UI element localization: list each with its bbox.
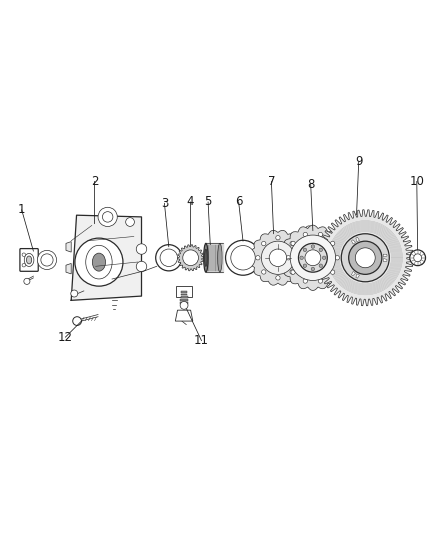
Circle shape bbox=[22, 253, 25, 256]
Circle shape bbox=[286, 256, 290, 260]
Circle shape bbox=[303, 264, 307, 268]
Circle shape bbox=[303, 232, 307, 237]
Circle shape bbox=[22, 263, 25, 267]
Circle shape bbox=[305, 250, 321, 265]
Polygon shape bbox=[251, 230, 305, 285]
Polygon shape bbox=[356, 237, 360, 241]
Circle shape bbox=[256, 256, 260, 260]
Polygon shape bbox=[383, 259, 387, 261]
Polygon shape bbox=[176, 286, 192, 297]
Circle shape bbox=[290, 235, 336, 280]
Polygon shape bbox=[180, 302, 188, 304]
Circle shape bbox=[311, 267, 314, 271]
Circle shape bbox=[269, 249, 287, 266]
Polygon shape bbox=[206, 244, 223, 272]
Ellipse shape bbox=[204, 244, 208, 272]
Circle shape bbox=[261, 270, 266, 274]
Circle shape bbox=[231, 246, 255, 270]
Polygon shape bbox=[71, 215, 141, 300]
Circle shape bbox=[322, 256, 326, 260]
Circle shape bbox=[290, 241, 294, 246]
Circle shape bbox=[319, 264, 322, 268]
Ellipse shape bbox=[86, 245, 112, 279]
Polygon shape bbox=[383, 254, 387, 257]
Circle shape bbox=[261, 241, 266, 246]
Circle shape bbox=[349, 241, 382, 274]
Ellipse shape bbox=[92, 253, 106, 271]
Circle shape bbox=[330, 270, 335, 274]
Polygon shape bbox=[281, 225, 345, 290]
Circle shape bbox=[276, 236, 280, 240]
Circle shape bbox=[318, 279, 323, 283]
Circle shape bbox=[296, 256, 300, 260]
Circle shape bbox=[300, 256, 304, 260]
Polygon shape bbox=[180, 296, 187, 298]
Text: 8: 8 bbox=[307, 178, 314, 191]
Ellipse shape bbox=[218, 244, 222, 272]
Circle shape bbox=[303, 279, 307, 283]
Polygon shape bbox=[351, 271, 356, 276]
Ellipse shape bbox=[26, 256, 32, 264]
Ellipse shape bbox=[24, 253, 34, 266]
Circle shape bbox=[136, 244, 147, 254]
Circle shape bbox=[318, 232, 323, 237]
Polygon shape bbox=[181, 291, 187, 293]
Circle shape bbox=[298, 244, 327, 272]
Circle shape bbox=[75, 238, 123, 286]
Circle shape bbox=[98, 207, 117, 227]
Circle shape bbox=[261, 241, 294, 274]
Circle shape bbox=[126, 217, 134, 227]
Circle shape bbox=[71, 290, 78, 297]
Polygon shape bbox=[317, 210, 413, 306]
Circle shape bbox=[291, 241, 295, 246]
Circle shape bbox=[73, 317, 81, 326]
Circle shape bbox=[305, 226, 312, 233]
Circle shape bbox=[24, 278, 30, 285]
Circle shape bbox=[335, 256, 339, 260]
Circle shape bbox=[276, 276, 280, 280]
Text: 9: 9 bbox=[355, 155, 363, 168]
Polygon shape bbox=[351, 240, 356, 244]
Text: 11: 11 bbox=[194, 334, 209, 347]
Circle shape bbox=[355, 248, 375, 268]
Circle shape bbox=[291, 270, 295, 274]
Text: 2: 2 bbox=[91, 175, 98, 188]
Text: 5: 5 bbox=[205, 196, 212, 208]
Polygon shape bbox=[180, 299, 188, 301]
Circle shape bbox=[155, 245, 182, 271]
Polygon shape bbox=[66, 241, 71, 252]
Circle shape bbox=[136, 261, 147, 272]
Circle shape bbox=[414, 254, 422, 262]
Text: 10: 10 bbox=[410, 175, 424, 188]
Circle shape bbox=[102, 212, 113, 222]
Circle shape bbox=[341, 234, 389, 282]
Polygon shape bbox=[177, 245, 204, 271]
Circle shape bbox=[290, 270, 294, 274]
Circle shape bbox=[410, 250, 426, 265]
Circle shape bbox=[330, 241, 335, 246]
Text: 6: 6 bbox=[235, 196, 242, 208]
Polygon shape bbox=[175, 310, 193, 321]
Circle shape bbox=[319, 248, 322, 252]
Polygon shape bbox=[181, 294, 187, 295]
Polygon shape bbox=[356, 274, 360, 278]
Circle shape bbox=[37, 251, 57, 270]
Polygon shape bbox=[66, 263, 71, 274]
Text: 1: 1 bbox=[18, 203, 25, 216]
Text: 12: 12 bbox=[58, 331, 73, 344]
Circle shape bbox=[180, 302, 188, 309]
Circle shape bbox=[183, 250, 198, 265]
FancyBboxPatch shape bbox=[20, 248, 38, 271]
Circle shape bbox=[311, 245, 314, 248]
Text: 3: 3 bbox=[161, 197, 168, 209]
Ellipse shape bbox=[205, 249, 207, 266]
Circle shape bbox=[226, 240, 261, 275]
Circle shape bbox=[303, 248, 307, 252]
Text: 7: 7 bbox=[268, 175, 275, 188]
Text: 4: 4 bbox=[187, 196, 194, 208]
